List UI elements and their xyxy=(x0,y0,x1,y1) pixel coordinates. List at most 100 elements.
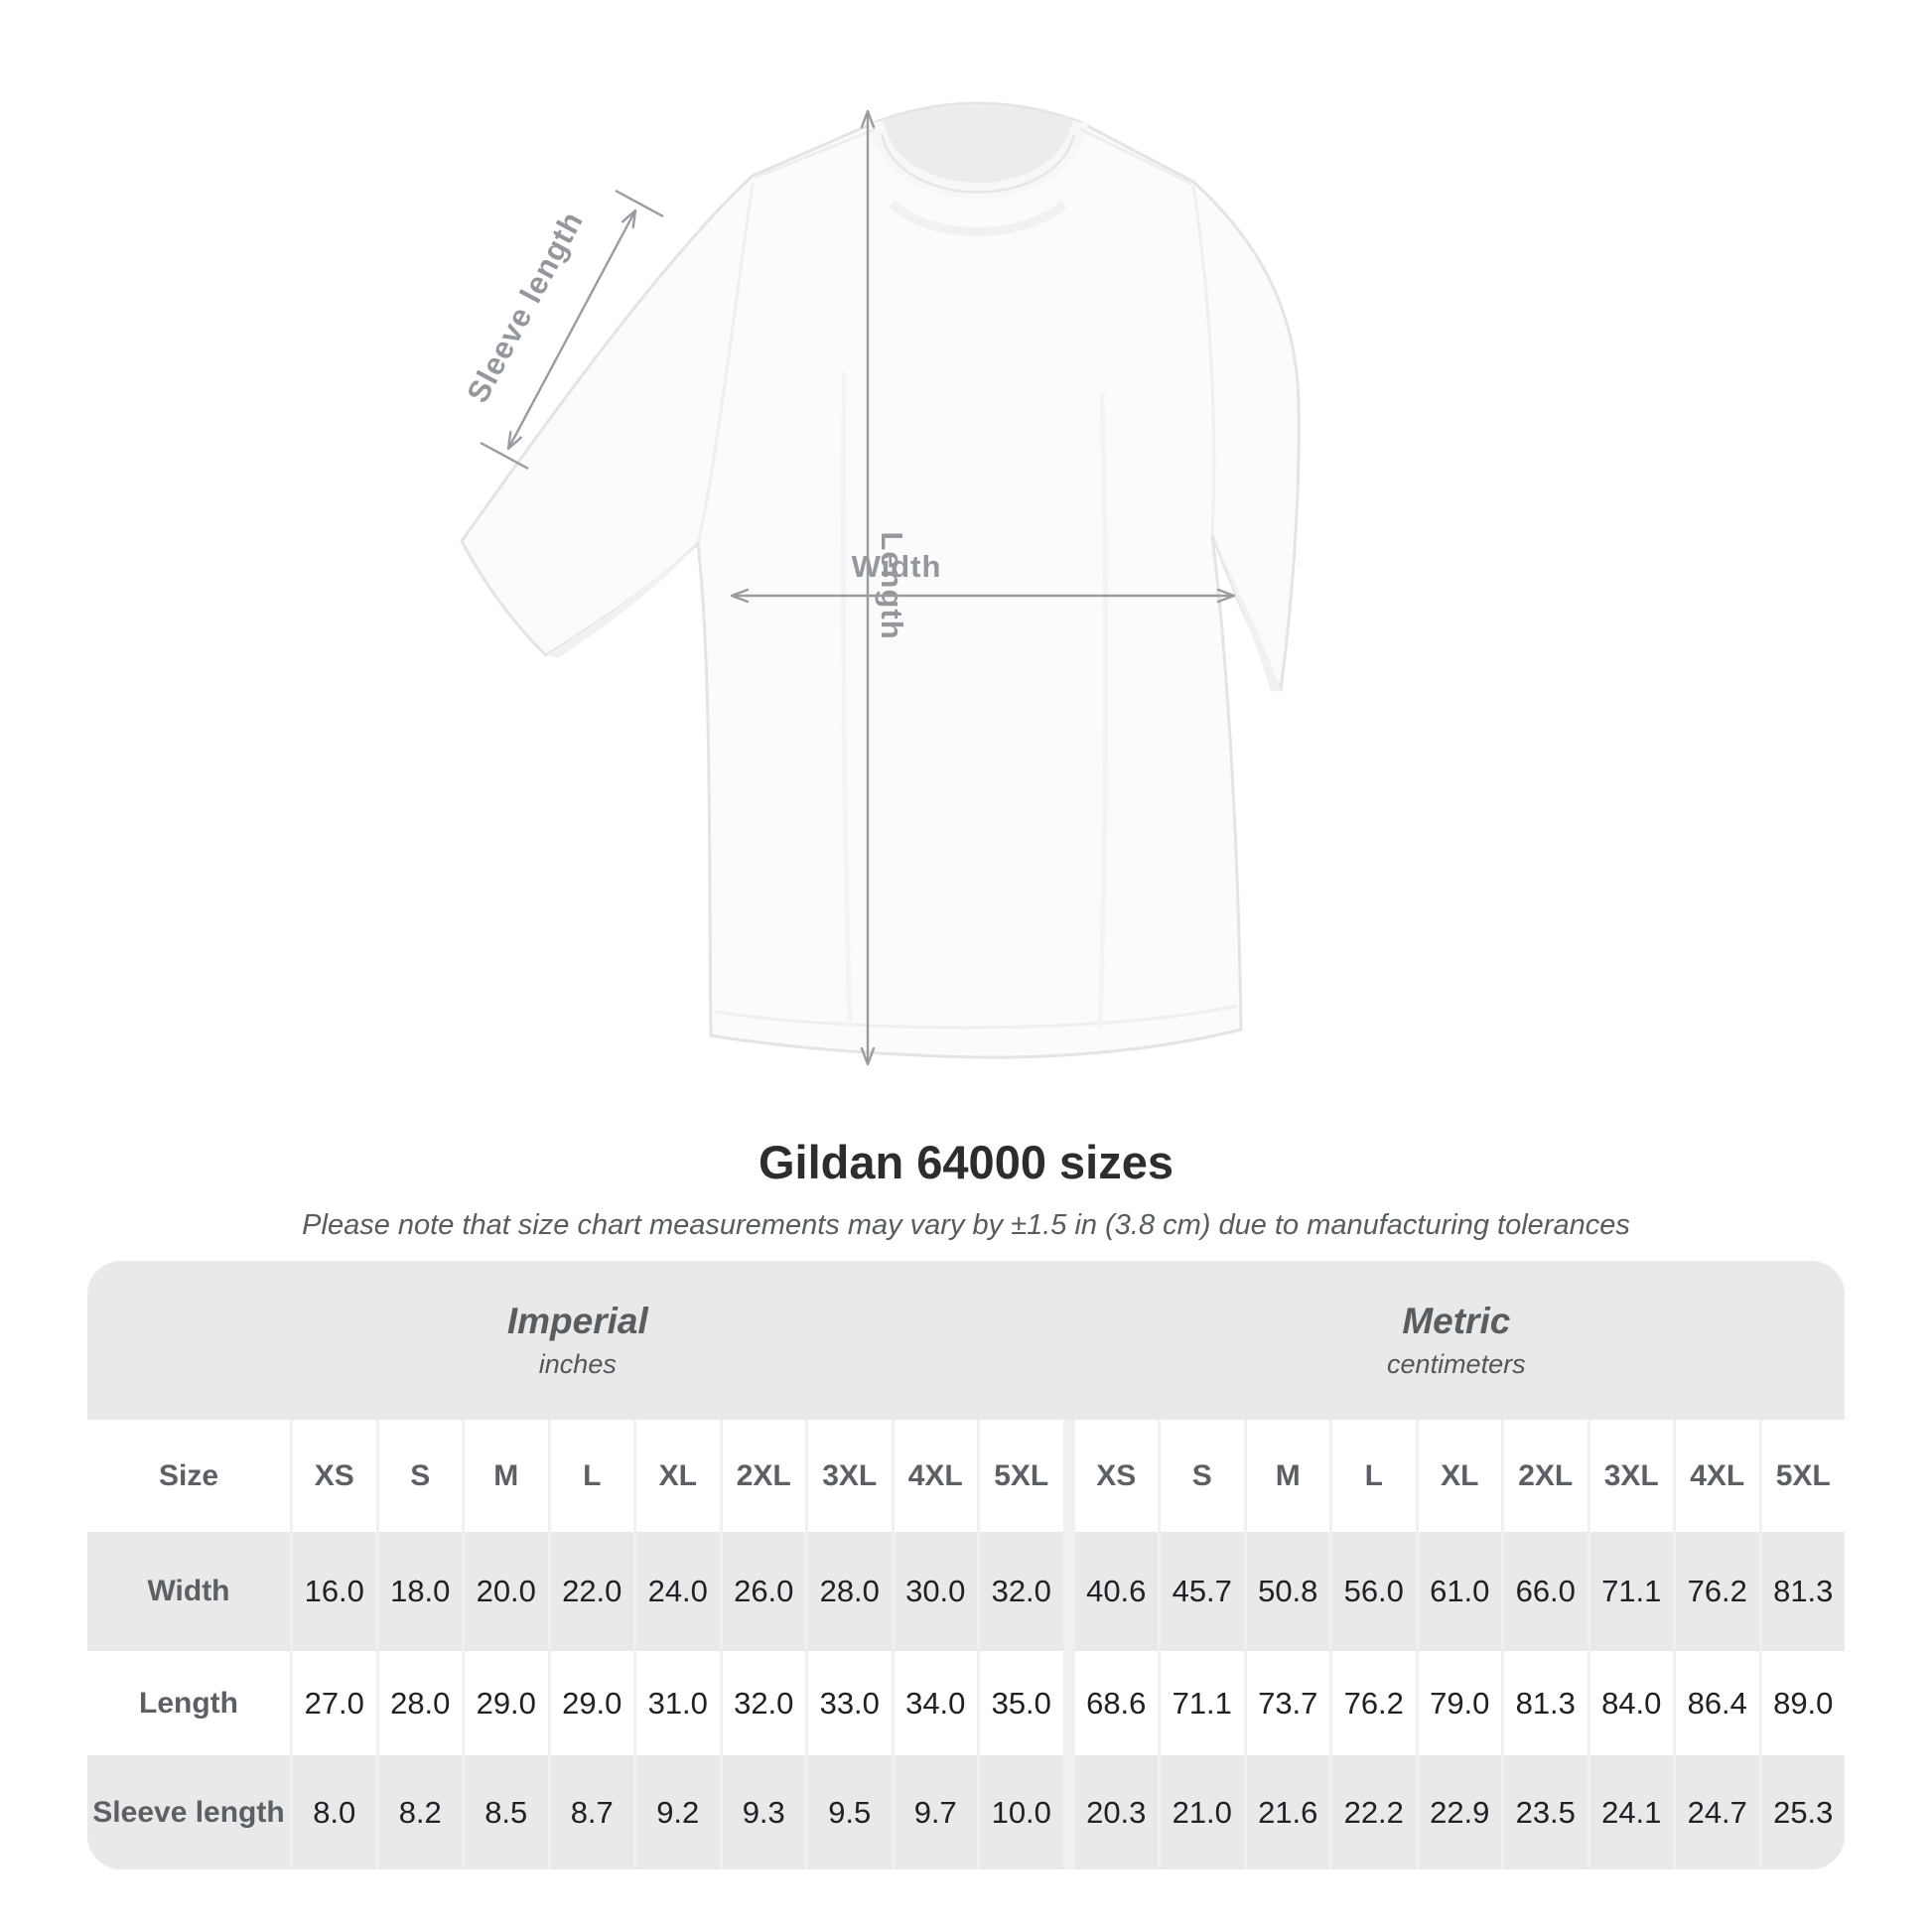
shoulder-seam-right xyxy=(1079,127,1192,186)
value-cell-width-imperial-xs: 16.0 xyxy=(293,1532,376,1651)
value-cell-width-metric-2xl: 66.0 xyxy=(1504,1532,1587,1651)
value-cell-length-imperial-xs: 27.0 xyxy=(293,1651,376,1755)
fold-1 xyxy=(840,371,853,1029)
value-cell-width-metric-s: 45.7 xyxy=(1161,1532,1244,1651)
value-cell-sleeve-length-imperial-2xl: 9.3 xyxy=(722,1755,805,1869)
value-cell-length-imperial-3xl: 33.0 xyxy=(808,1651,892,1755)
value-cell-width-imperial-5xl: 32.0 xyxy=(980,1532,1063,1651)
value-cell-length-metric-xs: 68.6 xyxy=(1074,1651,1158,1755)
metric-unit: centimeters xyxy=(1387,1349,1526,1379)
sleeve-length-arrow xyxy=(506,208,637,451)
value-cell-sleeve-length-imperial-m: 8.5 xyxy=(465,1755,548,1869)
value-cell-length-imperial-2xl: 32.0 xyxy=(722,1651,805,1755)
unit-section-band: Imperial inches Metric centimeters xyxy=(87,1261,1845,1420)
section-gap-spacer xyxy=(1066,1532,1072,1651)
sleeve-seam-left xyxy=(696,183,755,544)
size-header-cell-2xl-metric: 2XL xyxy=(1504,1420,1587,1532)
value-cell-length-metric-xl: 79.0 xyxy=(1418,1651,1501,1755)
value-cell-sleeve-length-imperial-xs: 8.0 xyxy=(293,1755,376,1869)
value-cell-sleeve-length-imperial-s: 8.2 xyxy=(378,1755,462,1869)
size-header-cell-s-metric: S xyxy=(1161,1420,1244,1532)
size-header-cell-xs-imperial: XS xyxy=(293,1420,376,1532)
value-cell-width-imperial-l: 22.0 xyxy=(550,1532,633,1651)
shoulder-seam-left xyxy=(754,127,877,180)
value-cell-sleeve-length-metric-xs: 20.3 xyxy=(1074,1755,1158,1869)
value-cell-width-metric-3xl: 71.1 xyxy=(1589,1532,1673,1651)
value-cell-length-metric-5xl: 89.0 xyxy=(1761,1651,1845,1755)
collar-inner-shadow xyxy=(876,105,1080,191)
size-header-cell-5xl-metric: 5XL xyxy=(1761,1420,1845,1532)
value-cell-sleeve-length-metric-5xl: 25.3 xyxy=(1761,1755,1845,1869)
value-cell-length-metric-l: 76.2 xyxy=(1332,1651,1416,1755)
value-cell-width-imperial-3xl: 28.0 xyxy=(808,1532,892,1651)
row-label-width: Width xyxy=(87,1532,290,1651)
value-cell-sleeve-length-metric-s: 21.0 xyxy=(1161,1755,1244,1869)
value-cell-length-imperial-s: 28.0 xyxy=(378,1651,462,1755)
size-header-cell-xl-imperial: XL xyxy=(636,1420,720,1532)
size-header-cell-m-imperial: M xyxy=(465,1420,548,1532)
value-cell-length-metric-m: 73.7 xyxy=(1246,1651,1329,1755)
sleeve-shade-right xyxy=(1212,535,1281,692)
imperial-section-header: Imperial inches xyxy=(87,1261,1068,1420)
value-cell-sleeve-length-imperial-4xl: 9.7 xyxy=(894,1755,977,1869)
value-cell-sleeve-length-metric-xl: 22.9 xyxy=(1418,1755,1501,1869)
under-collar-shadow xyxy=(888,200,1068,236)
value-cell-length-metric-4xl: 86.4 xyxy=(1676,1651,1759,1755)
value-cell-width-metric-xl: 61.0 xyxy=(1418,1532,1501,1651)
sleeve-shade-left xyxy=(546,543,698,658)
collar-band-edge xyxy=(880,133,1076,194)
value-cell-length-metric-3xl: 84.0 xyxy=(1589,1651,1673,1755)
value-cell-sleeve-length-metric-l: 22.2 xyxy=(1332,1755,1416,1869)
size-table: Imperial inches Metric centimeters Size X… xyxy=(87,1261,1845,1869)
value-cell-length-imperial-xl: 31.0 xyxy=(636,1651,720,1755)
size-header-cell-xl-metric: XL xyxy=(1418,1420,1501,1532)
page-title: Gildan 64000 sizes xyxy=(758,1136,1174,1188)
sleeve-length-cap-bottom xyxy=(480,441,529,471)
value-cell-length-imperial-l: 29.0 xyxy=(550,1651,633,1755)
value-cell-width-imperial-m: 20.0 xyxy=(465,1532,548,1651)
row-label-sleeve-length: Sleeve length xyxy=(87,1755,290,1869)
page-subtitle: Please note that size chart measurements… xyxy=(302,1209,1630,1241)
size-table-grid: Imperial inches Metric centimeters Size X… xyxy=(87,1261,1845,1869)
value-cell-length-imperial-4xl: 34.0 xyxy=(894,1651,977,1755)
value-cell-width-metric-m: 50.8 xyxy=(1246,1532,1329,1651)
value-cell-sleeve-length-imperial-l: 8.7 xyxy=(550,1755,633,1869)
width-label: Width xyxy=(852,549,942,584)
size-header-cell-s-imperial: S xyxy=(378,1420,462,1532)
section-gap-spacer xyxy=(1066,1420,1072,1532)
value-cell-width-imperial-2xl: 26.0 xyxy=(722,1532,805,1651)
row-label-length: Length xyxy=(87,1651,290,1755)
value-cell-sleeve-length-imperial-5xl: 10.0 xyxy=(980,1755,1063,1869)
value-cell-length-imperial-m: 29.0 xyxy=(465,1651,548,1755)
size-header-cell-4xl-metric: 4XL xyxy=(1676,1420,1759,1532)
sleeve-length-cap-top xyxy=(615,189,664,218)
value-cell-width-metric-l: 56.0 xyxy=(1332,1532,1416,1651)
value-cell-width-metric-xs: 40.6 xyxy=(1074,1532,1158,1651)
size-header-cell-m-metric: M xyxy=(1246,1420,1329,1532)
size-header-cell-l-metric: L xyxy=(1332,1420,1416,1532)
section-gap-spacer xyxy=(1066,1651,1072,1755)
value-cell-width-imperial-s: 18.0 xyxy=(378,1532,462,1651)
measurement-annotations: Length Width Sleeve length xyxy=(460,109,1236,1066)
value-cell-sleeve-length-metric-2xl: 23.5 xyxy=(1504,1755,1587,1869)
tshirt-image xyxy=(460,101,1301,1059)
value-cell-sleeve-length-imperial-3xl: 9.5 xyxy=(808,1755,892,1869)
value-cell-length-metric-2xl: 81.3 xyxy=(1504,1651,1587,1755)
hem-stitch xyxy=(714,1004,1238,1030)
imperial-heading: Imperial xyxy=(506,1301,648,1341)
sleeve-seam-right xyxy=(1191,185,1216,536)
size-header-cell-5xl-imperial: 5XL xyxy=(980,1420,1063,1532)
metric-heading: Metric xyxy=(1402,1301,1511,1341)
size-header-cell-3xl-imperial: 3XL xyxy=(808,1420,892,1532)
metric-section-header: Metric centimeters xyxy=(1068,1261,1845,1420)
section-gap-spacer xyxy=(1066,1755,1072,1869)
value-cell-sleeve-length-metric-4xl: 24.7 xyxy=(1676,1755,1759,1869)
imperial-unit: inches xyxy=(538,1349,617,1379)
value-cell-length-imperial-5xl: 35.0 xyxy=(980,1651,1063,1755)
length-label: Length xyxy=(875,531,909,639)
value-cell-width-metric-4xl: 76.2 xyxy=(1676,1532,1759,1651)
value-cell-length-metric-s: 71.1 xyxy=(1161,1651,1244,1755)
value-cell-sleeve-length-imperial-xl: 9.2 xyxy=(636,1755,720,1869)
value-cell-sleeve-length-metric-m: 21.6 xyxy=(1246,1755,1329,1869)
